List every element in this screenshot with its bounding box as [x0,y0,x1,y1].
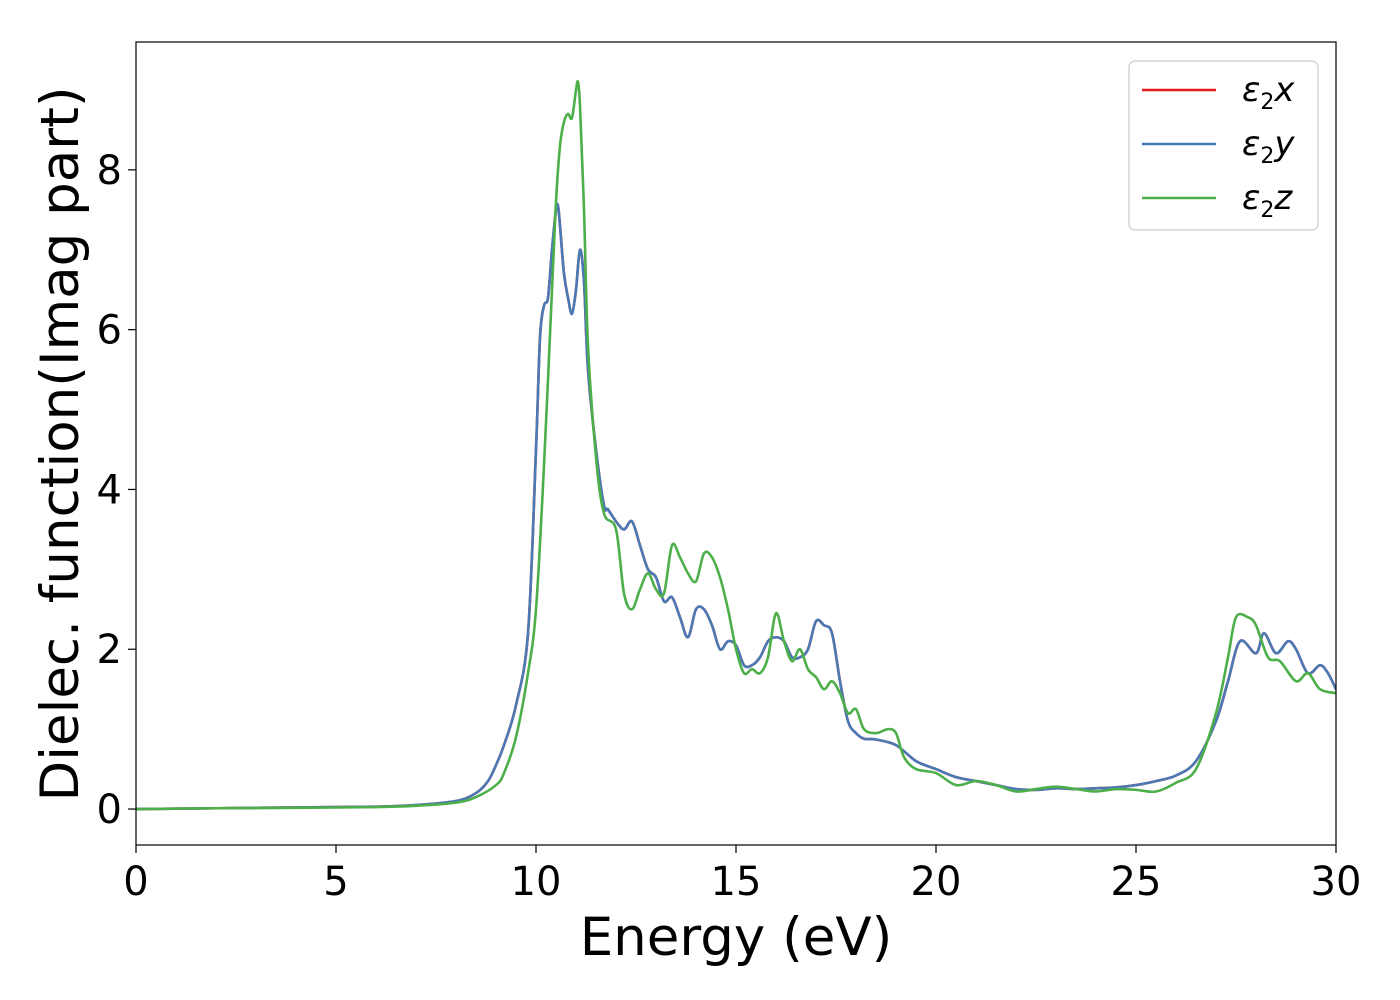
x-tick-label: 10 [511,859,562,905]
x-tick-label: 5 [323,859,348,905]
y-tick-label: 4 [97,467,122,513]
x-tick-label: 30 [1311,859,1362,905]
x-tick-label: 0 [123,859,148,905]
x-tick-label: 15 [711,859,762,905]
x-axis-label: Energy (eV) [580,907,893,968]
y-axis-label: Dielec. function(Imag part) [30,86,91,801]
series-line-z [136,79,1336,811]
x-tick-label: 25 [1111,859,1162,905]
legend: ε2x ε2y ε2z [1128,60,1319,231]
x-tick-label: 20 [911,859,962,905]
y-tick-label: 8 [97,148,122,194]
y-tick-label: 6 [97,308,122,354]
series-line-y [136,202,1336,811]
y-axis-ticks: 0 2 4 6 8 [97,148,136,833]
legend-label-x: ε2x [1242,70,1295,115]
legend-label-z: ε2z [1242,178,1293,223]
legend-box [1128,60,1319,231]
y-tick-label: 2 [97,627,122,673]
legend-label-y: ε2y [1242,124,1295,169]
x-axis-ticks: 0 5 10 15 20 25 30 [123,845,1361,905]
y-tick-label: 0 [97,787,122,833]
